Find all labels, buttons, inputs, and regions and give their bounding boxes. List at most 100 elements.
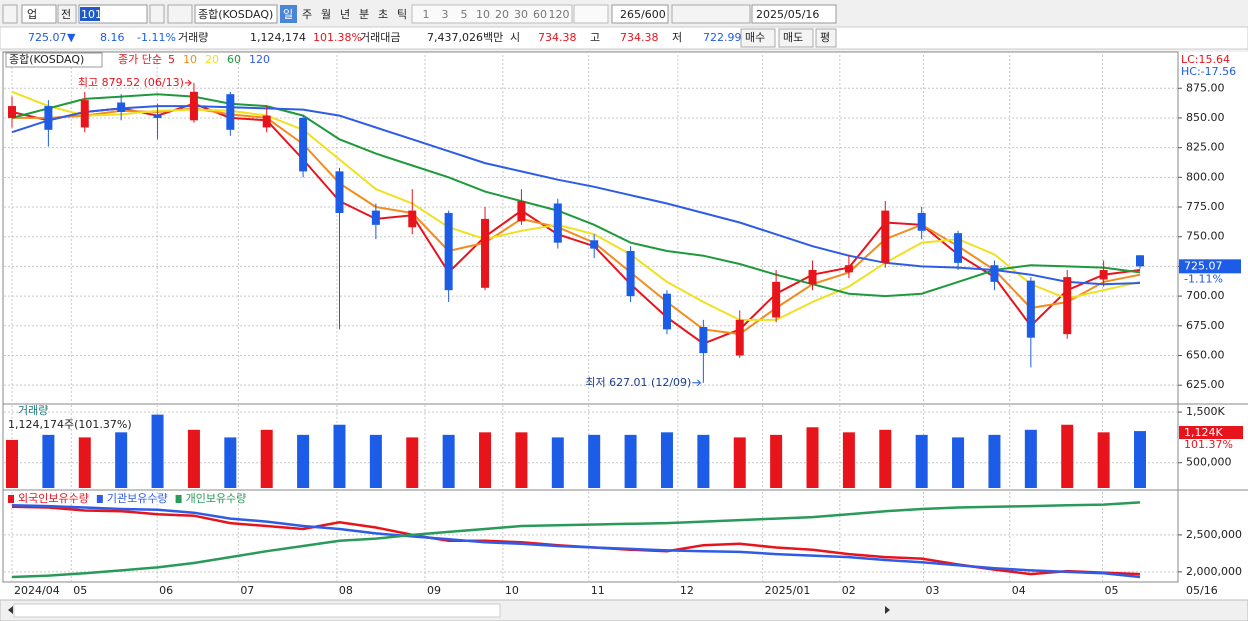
legend-title: 종가 단순	[118, 53, 162, 66]
last-price: 725.07	[1184, 259, 1223, 272]
candle-body	[371, 210, 380, 225]
interval-button[interactable]: 120	[549, 8, 570, 21]
legend-swatch	[8, 495, 14, 503]
volume-bar	[770, 434, 783, 488]
interval-box	[411, 4, 573, 24]
legend-entry: 기관보유수량	[107, 492, 168, 505]
scroll-thumb[interactable]	[13, 603, 501, 618]
candle-body	[44, 106, 53, 130]
moving-average	[11, 93, 1141, 298]
candle-body	[408, 210, 417, 228]
y-tick-label: 875.00	[1186, 81, 1225, 94]
interval-button[interactable]: 5	[461, 8, 468, 21]
x-tick-label: 11	[591, 584, 605, 597]
candle-body	[590, 240, 599, 249]
period-button[interactable]: 월	[321, 8, 331, 21]
candle-body	[153, 114, 162, 118]
candle-body	[226, 94, 235, 130]
high-label: 고	[590, 31, 600, 44]
max-label: 최고 879.52 (06/13)	[78, 76, 184, 89]
price: 725.07	[28, 31, 67, 44]
candle-body	[881, 210, 890, 263]
period-button[interactable]: 틱	[397, 8, 407, 21]
period-button[interactable]: 주	[302, 8, 312, 21]
legend-entry: 외국인보유수량	[18, 492, 89, 505]
avg[interactable]: 평	[820, 31, 830, 44]
volume-bar	[224, 437, 237, 488]
lc-label: LC:15.64	[1181, 53, 1230, 66]
change: 8.16	[100, 31, 125, 44]
x-tick-label: 05	[1105, 584, 1119, 597]
interval-button[interactable]: 3	[442, 8, 449, 21]
last-volume: 1,124K	[1184, 426, 1223, 439]
moving-average	[11, 105, 1141, 286]
y-tick-label: 675.00	[1186, 319, 1225, 332]
y-tick-label: 625.00	[1186, 378, 1225, 391]
panel-title: 거래량	[18, 404, 48, 417]
candle-body	[1136, 255, 1144, 267]
selection	[80, 7, 100, 21]
holding-line	[11, 501, 1141, 579]
period-button[interactable]: 일	[283, 7, 293, 21]
x-tick-label: 06	[159, 584, 173, 597]
period-button[interactable]: 분	[359, 8, 369, 21]
buy-button[interactable]	[740, 28, 776, 48]
buy[interactable]: 매수	[745, 31, 765, 44]
legend-entry: 60	[227, 53, 241, 66]
volume-bar	[1097, 432, 1110, 488]
volume-label: 거래량	[178, 31, 208, 44]
dropdown[interactable]	[573, 4, 609, 24]
candle-body	[699, 326, 708, 354]
volume-bar	[1134, 431, 1146, 488]
volume-bar	[333, 424, 346, 488]
avg-button[interactable]	[815, 28, 837, 48]
x-tick-label: 08	[339, 584, 353, 597]
stock-name: 종합(KOSDAQ)	[198, 8, 273, 21]
candle-body	[189, 91, 198, 121]
interval-button[interactable]: 20	[495, 8, 509, 21]
code[interactable]: 101	[81, 8, 102, 21]
search[interactable]	[149, 4, 165, 24]
toolbar: 업 전 101 종합(KOSDAQ) 265/600 2025/05/16 72…	[0, 4, 1248, 50]
y-tick-label: 1,500K	[1186, 405, 1225, 418]
y-tick-label: 750.00	[1186, 230, 1225, 243]
candle-body	[990, 265, 999, 282]
candle-body	[8, 106, 16, 118]
max-arrow	[184, 79, 193, 87]
sell-button[interactable]	[778, 28, 814, 48]
volume-bar	[588, 434, 601, 488]
period-active[interactable]	[280, 5, 297, 23]
volume-bar	[297, 434, 310, 488]
volume-bar	[78, 437, 91, 488]
candle-body	[772, 281, 781, 318]
volume-bar	[952, 437, 965, 488]
button[interactable]	[57, 4, 77, 24]
x-tick-label: 03	[925, 584, 939, 597]
period-button[interactable]: 년	[340, 8, 350, 21]
interval-button[interactable]: 60	[533, 8, 547, 21]
sound[interactable]	[167, 4, 193, 24]
volume-bar	[988, 434, 1001, 488]
last-volume-pct: 101.37%	[1184, 438, 1233, 451]
open-label: 시	[510, 31, 520, 44]
candle-body	[626, 250, 635, 297]
interval-button[interactable]: 1	[423, 8, 430, 21]
volume-bar	[369, 434, 382, 488]
select[interactable]	[21, 4, 57, 24]
interval-button[interactable]: 30	[514, 8, 528, 21]
count-box	[611, 4, 669, 24]
interval-button[interactable]: 10	[476, 8, 490, 21]
candle-body	[481, 218, 490, 288]
candle-body	[1099, 269, 1108, 280]
candle-body	[917, 212, 926, 231]
tools[interactable]	[671, 4, 751, 24]
x-tick-label: 04	[1012, 584, 1026, 597]
y-tick-label: 825.00	[1186, 141, 1225, 154]
volume-bar	[697, 434, 710, 488]
candle-body	[954, 233, 963, 263]
legend-entry: 10	[183, 53, 197, 66]
date-box[interactable]	[751, 4, 837, 24]
sell[interactable]: 매도	[783, 31, 803, 44]
button[interactable]	[2, 4, 18, 24]
period-button[interactable]: 초	[378, 8, 388, 21]
